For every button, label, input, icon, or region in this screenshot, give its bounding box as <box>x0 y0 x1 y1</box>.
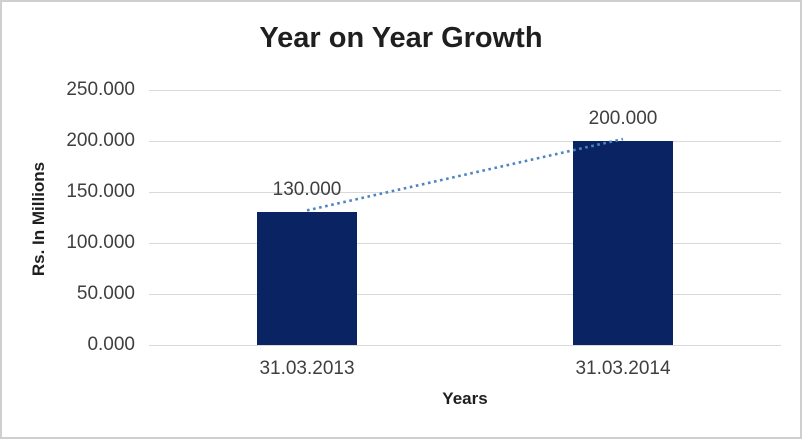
gridline <box>149 345 781 346</box>
y-axis-tick-label: 250.000 <box>66 79 135 100</box>
gridline <box>149 243 781 244</box>
y-axis-tick-label: 200.000 <box>66 130 135 151</box>
bar <box>573 141 673 345</box>
x-axis-title: Years <box>442 389 488 408</box>
x-axis-category-label: 31.03.2013 <box>259 358 355 379</box>
bar <box>257 212 357 345</box>
gridline <box>149 90 781 91</box>
gridline <box>149 141 781 142</box>
y-axis-tick-label: 0.000 <box>87 334 135 355</box>
y-axis-tick-label: 150.000 <box>66 181 135 202</box>
y-axis-title: Rs. In Millions <box>29 161 48 277</box>
bar-data-label: 200.000 <box>588 108 658 129</box>
y-axis-tick-label: 100.000 <box>66 232 135 253</box>
x-axis-category-label: 31.03.2014 <box>575 358 671 379</box>
y-axis-tick-label: 50.000 <box>76 283 135 304</box>
gridline <box>149 294 781 295</box>
plot-area: 130.000 200.000 <box>149 90 781 346</box>
chart-title: Year on Year Growth <box>259 22 543 54</box>
bar-data-label: 130.000 <box>272 179 342 201</box>
